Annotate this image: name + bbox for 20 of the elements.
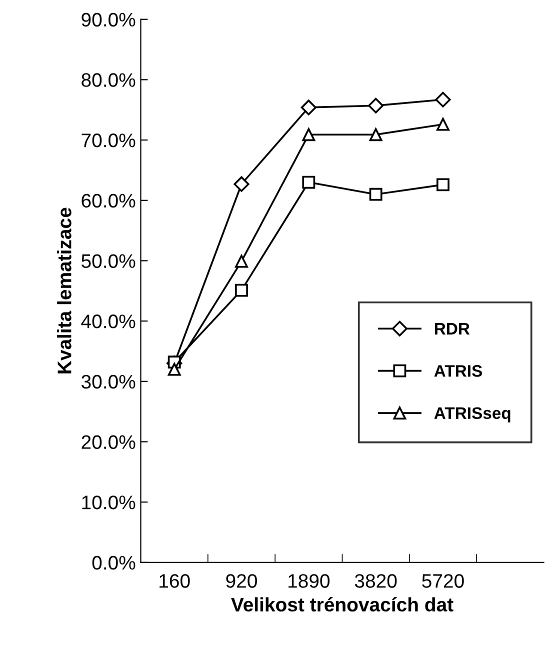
legend-label: ATRISseq (434, 407, 510, 422)
y-tick-label: 80.0% (82, 73, 136, 87)
y-tick-label: 60.0% (82, 194, 136, 208)
y-tick-label: 90.0% (82, 12, 136, 27)
x-tick-label: 920 (226, 574, 257, 588)
y-tick-label: 0.0% (92, 556, 136, 570)
x-axis-title: Velikost trénovacích dat (231, 597, 454, 612)
x-tick-label: 1890 (288, 574, 330, 588)
y-tick-label: 20.0% (82, 435, 136, 449)
y-tick-label: 70.0% (82, 134, 136, 148)
y-tick-label: 40.0% (81, 314, 136, 328)
x-tick-label: 160 (160, 574, 190, 588)
y-tick-label: 10.0% (82, 496, 136, 510)
legend-label: RDR (434, 323, 470, 334)
x-tick-label: 5720 (422, 574, 464, 588)
x-tick-label: 3820 (354, 574, 397, 588)
legend-label: ATRIS (434, 365, 482, 377)
y-axis-title: Kvalita lematizace (57, 208, 72, 374)
y-tick-label: 30.0% (82, 374, 136, 389)
y-tick-label: 50.0% (82, 254, 136, 268)
